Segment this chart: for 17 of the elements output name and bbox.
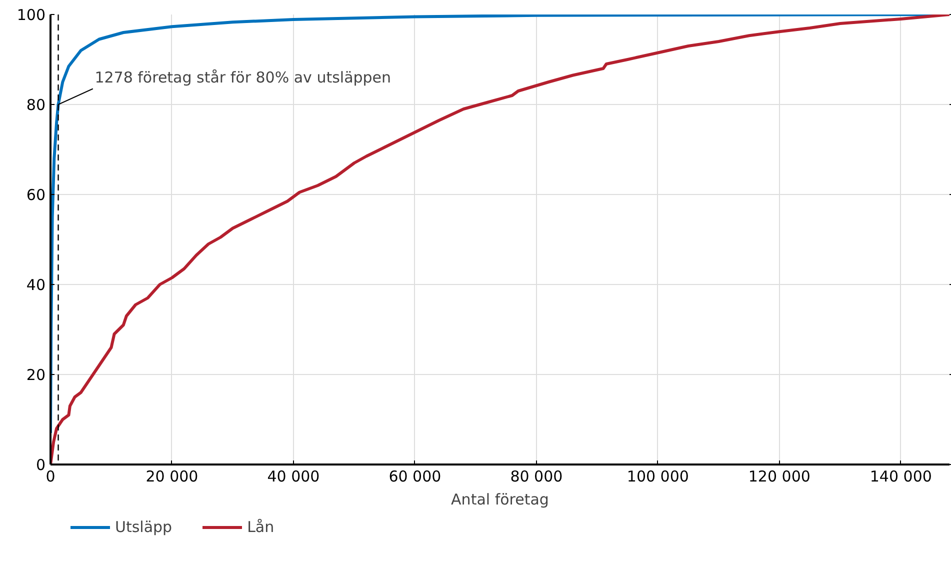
legend-label: Utsläpp: [115, 518, 172, 536]
annotation: 1278 företag står för 80% av utsläppen: [94, 68, 392, 86]
y-tick-label: 0: [36, 456, 46, 474]
x-tick-label: 100 000: [626, 468, 689, 486]
x-tick-label: 120 000: [748, 468, 810, 486]
x-tick-label: 80 000: [510, 468, 563, 486]
x-tick-label: 60 000: [388, 468, 442, 486]
x-tick-label: 20 000: [146, 468, 198, 486]
y-tick-label: 20: [26, 366, 46, 384]
y-tick-label: 60: [26, 186, 46, 204]
y-tick-label: 40: [26, 276, 46, 294]
x-axis-title: Antal företag: [451, 490, 549, 508]
y-tick-label: 80: [26, 96, 46, 114]
legend-label: Lån: [247, 518, 274, 536]
x-tick-label: 40 000: [267, 468, 320, 486]
x-tick-label: 140 000: [870, 468, 932, 486]
y-tick-label: 100: [16, 6, 46, 24]
